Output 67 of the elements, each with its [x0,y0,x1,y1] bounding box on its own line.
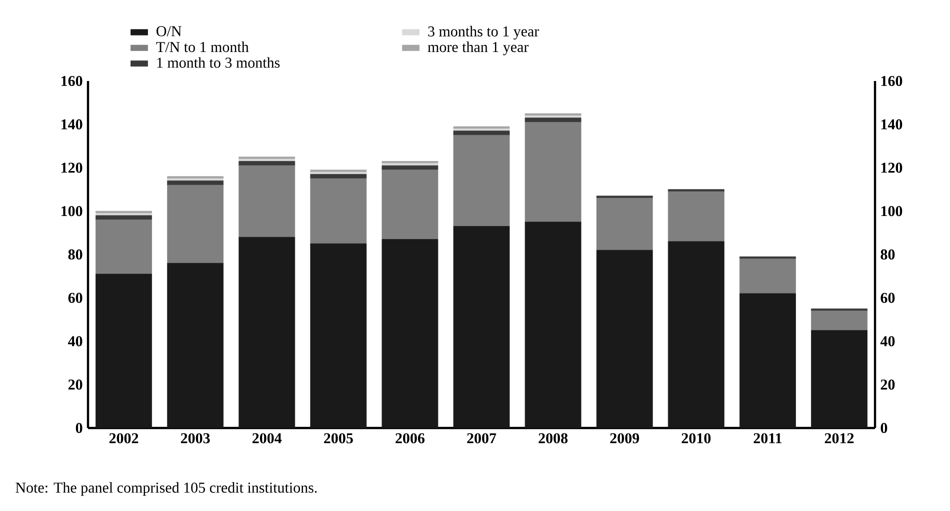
bar [739,258,796,294]
text: Note: The panel comprised 105 credit institutions. [16,482,317,496]
bar [310,174,367,179]
bar [739,293,796,428]
y2-tick-label: 160 [881,76,902,86]
bar [96,215,152,220]
bar [310,178,367,244]
y-tick-label: 140 [62,119,82,130]
legend-label: 3 months to 1 year [428,26,540,40]
y-tick-label: 100 [62,206,82,216]
x-tick-label: 2002 [109,433,138,444]
y2-tick-label: 140 [881,119,902,130]
x-tick-label: 2009 [610,433,640,444]
bar [453,135,510,226]
bar [453,126,510,129]
y2-tick-label: 60 [880,292,895,303]
legend-label: more than 1 year [428,42,529,56]
bar [668,189,724,192]
bar [524,118,582,122]
bar [238,165,296,238]
x-tick-label: 2007 [467,433,496,444]
bar [453,226,510,428]
y2-tick-label: 20 [880,380,895,390]
bar [310,243,367,428]
x-tick-label: 2006 [396,433,425,444]
y-tick-label: 0 [76,422,82,434]
bar [668,241,724,428]
y2-tick-label: 120 [881,162,902,173]
bar [167,184,224,264]
x-tick-label: 2003 [180,433,210,444]
bar [382,170,438,240]
bar [596,198,653,250]
x-tick-label: 2012 [824,433,854,444]
x-tick-label: 2011 [754,433,782,444]
y2-tick-label: 100 [881,206,902,216]
y-tick-label: 40 [68,336,82,346]
bar [524,113,582,116]
bar [596,196,653,198]
bar [167,262,224,428]
x-tick-label: 2004 [252,433,282,444]
y2-tick-label: 0 [880,422,888,434]
bar [96,220,152,274]
y2-tick-label: 80 [880,249,895,260]
bar [382,239,438,428]
y-tick-label: 80 [68,249,82,260]
bar [811,330,868,428]
y-tick-label: 20 [68,380,82,390]
bar [668,191,724,242]
legend-label: O/N [156,26,182,36]
x-tick-label: 2005 [324,433,353,444]
bar [167,180,224,186]
bar [238,236,296,428]
legend-label: 1 month to 3 months [157,57,280,68]
legend-label: T/N to 1 month [156,42,249,52]
y-tick-label: 60 [68,292,82,303]
bar [453,130,510,136]
x-tick-label: 2008 [538,433,568,444]
y2-tick-label: 40 [880,336,895,346]
x-tick-label: 2010 [682,433,711,444]
y-tick-label: 160 [62,76,82,86]
y-tick-label: 120 [62,162,82,173]
bar [96,274,152,428]
bar [524,222,582,428]
bar [524,122,582,222]
bar [596,250,653,428]
bar [382,165,438,170]
bar [811,310,868,331]
